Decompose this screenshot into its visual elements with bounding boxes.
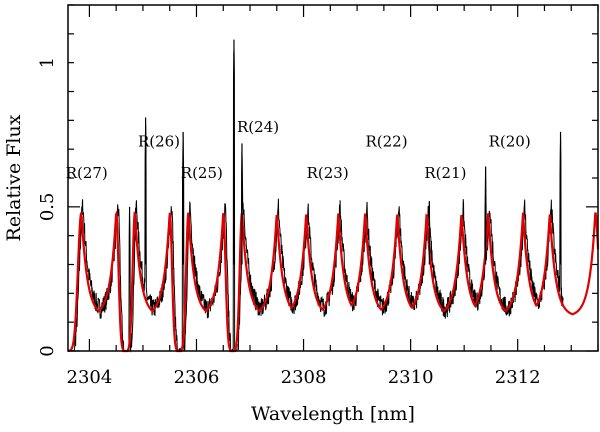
model-spectrum-line bbox=[67, 209, 600, 353]
x-axis-label: Wavelength [nm] bbox=[251, 403, 415, 425]
line-annotation: R(25) bbox=[181, 164, 223, 182]
labels-layer: 2304 2306 2308 2310 2312 0 0.5 1 R(27) R(26)R(25)… bbox=[37, 57, 541, 388]
x-tick-label: 2312 bbox=[495, 367, 541, 388]
data-layer bbox=[67, 39, 600, 353]
y-axis-label: Relative Flux bbox=[3, 114, 25, 241]
line-annotation: R(22) bbox=[365, 132, 407, 150]
x-tick-label: 2306 bbox=[174, 367, 220, 388]
line-annotation: R(26) bbox=[138, 132, 180, 150]
line-annotation: R(20) bbox=[489, 132, 531, 150]
observed-spectrum-line bbox=[70, 49, 564, 353]
x-tick-label: 2310 bbox=[388, 367, 434, 388]
line-annotation: R(23) bbox=[307, 164, 349, 182]
ticks-layer bbox=[68, 4, 599, 352]
line-annotation: R(24) bbox=[237, 118, 279, 136]
y-tick-label: 0 bbox=[37, 345, 58, 356]
y-tick-label: 1 bbox=[37, 57, 58, 68]
x-tick-label: 2304 bbox=[67, 367, 113, 388]
line-annotation: R(27) bbox=[66, 164, 108, 182]
x-tick-label: 2308 bbox=[281, 367, 327, 388]
line-annotation: R(21) bbox=[424, 164, 466, 182]
y-tick-label: 0.5 bbox=[37, 193, 58, 222]
